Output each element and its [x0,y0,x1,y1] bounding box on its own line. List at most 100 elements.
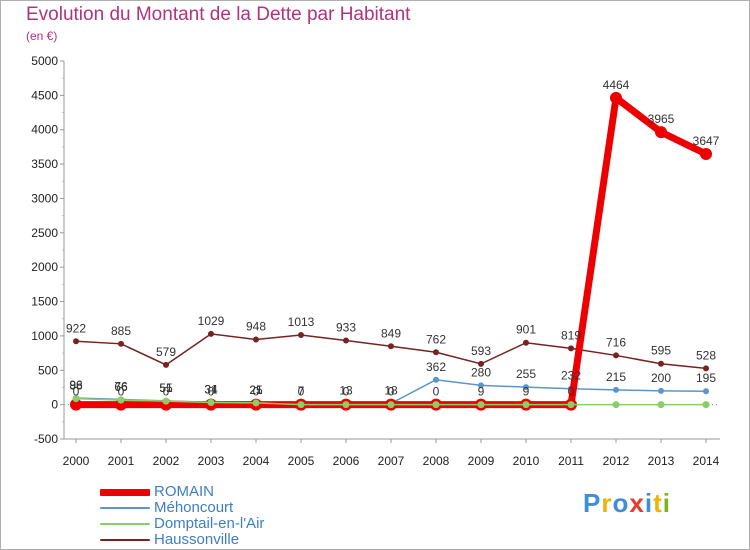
data-label-mehoncourt: 362 [426,360,446,374]
data-label-haussonville: 762 [426,332,446,346]
legend-item-romain: ROMAIN [100,484,264,500]
point-haussonville [73,338,79,345]
point-domptail [612,401,620,409]
legend-swatch [100,539,150,541]
data-label-romain: 0 [163,385,170,399]
data-label-haussonville: 593 [471,344,491,358]
data-label-romain: 0 [343,385,350,399]
data-label-romain: 0 [433,385,440,399]
data-label-romain: 0 [298,385,305,399]
data-label-romain: 9 [523,385,530,399]
x-tick-label: 2005 [288,454,315,468]
point-haussonville [658,360,664,367]
x-tick-label: 2006 [333,454,360,468]
x-tick-label: 2012 [603,454,630,468]
axes: -500050010001500200025003000350040004500… [31,54,720,468]
data-label-mehoncourt: 200 [651,371,671,385]
point-mehoncourt [658,387,664,394]
proxiti-logo: Proxiti [583,488,671,519]
y-tick-label: -500 [34,432,58,446]
y-tick-label: 1000 [31,329,58,343]
x-tick-label: 2003 [198,454,225,468]
data-label-mehoncourt: 215 [606,370,626,384]
point-domptail [117,396,125,404]
x-tick-label: 2000 [63,454,90,468]
x-tick-label: 2004 [243,454,270,468]
data-label-domptail: 66 [114,380,128,394]
point-mehoncourt [433,376,439,383]
point-haussonville [253,336,259,343]
data-label-haussonville: 849 [381,326,401,340]
chart-unit: (en €) [26,29,58,43]
point-mehoncourt [703,388,709,395]
data-label-haussonville: 933 [336,321,356,335]
legend-swatch [100,488,150,496]
data-label-mehoncourt: 18 [384,383,398,397]
data-label-mehoncourt: 195 [696,371,716,385]
point-domptail [432,401,440,409]
point-haussonville [388,343,394,350]
legend-label: Méhoncourt [154,499,234,516]
data-label-haussonville: 1013 [288,315,315,329]
logo-letter: x [629,488,645,518]
legend-label: ROMAIN [154,483,214,500]
y-tick-label: 1500 [31,295,58,309]
logo-letter: t [653,488,663,518]
y-tick-label: 5000 [31,54,58,68]
point-domptail [162,397,170,405]
logo-letter: P [583,488,602,518]
x-tick-label: 2013 [648,454,675,468]
point-domptail [522,401,530,409]
point-romain [610,91,622,104]
legend-item-haussonville: Haussonville [100,532,264,548]
legend-swatch [100,507,150,509]
point-mehoncourt [478,382,484,389]
logo-letter: r [601,488,613,518]
x-tick-label: 2008 [423,454,450,468]
point-romain [700,147,712,160]
data-label-mehoncourt: 55 [159,381,173,395]
y-tick-label: 3500 [31,157,58,171]
data-label-romain: 3647 [693,134,720,148]
logo-letter: i [662,488,671,518]
data-label-romain: 0 [208,385,215,399]
point-mehoncourt [523,384,529,391]
data-label-mehoncourt: 76 [114,379,128,393]
point-haussonville [478,360,484,367]
point-domptail [297,401,305,409]
data-label-mehoncourt: 96 [69,378,83,392]
legend-item-m-honcourt: Méhoncourt [100,500,264,516]
point-haussonville [298,332,304,339]
x-tick-label: 2014 [693,454,720,468]
y-tick-label: 500 [38,363,58,377]
data-label-haussonville: 716 [606,335,626,349]
x-tick-label: 2009 [468,454,495,468]
data-label-haussonville: 922 [66,321,86,335]
point-haussonville [118,340,124,347]
point-romain [655,126,667,139]
point-haussonville [523,339,529,346]
point-domptail [387,401,395,409]
point-domptail [207,399,215,407]
data-label-haussonville: 528 [696,348,716,362]
data-label-romain: 0 [253,385,260,399]
x-tick-label: 2007 [378,454,405,468]
legend-label: Haussonville [154,531,240,548]
y-tick-label: 4000 [31,123,58,137]
data-label-domptail: 51 [159,381,173,395]
logo-letter: i [644,488,654,518]
data-label-mehoncourt: 34 [204,382,218,396]
point-domptail [252,399,260,407]
point-domptail [477,401,485,409]
data-label-haussonville: 579 [156,345,176,359]
y-tick-label: 2500 [31,226,58,240]
point-haussonville [568,345,574,352]
point-domptail [702,401,710,409]
legend-label: Domptail-en-l'Air [154,515,265,532]
point-domptail [72,395,80,403]
chart-title: Evolution du Montant de la Dette par Hab… [26,4,411,25]
data-label-romain: 0 [388,385,395,399]
data-label-mehoncourt: 232 [561,369,581,383]
legend: ROMAIN Méhoncourt Domptail-en-l'Air Hausson… [100,484,264,548]
point-mehoncourt [613,386,619,393]
